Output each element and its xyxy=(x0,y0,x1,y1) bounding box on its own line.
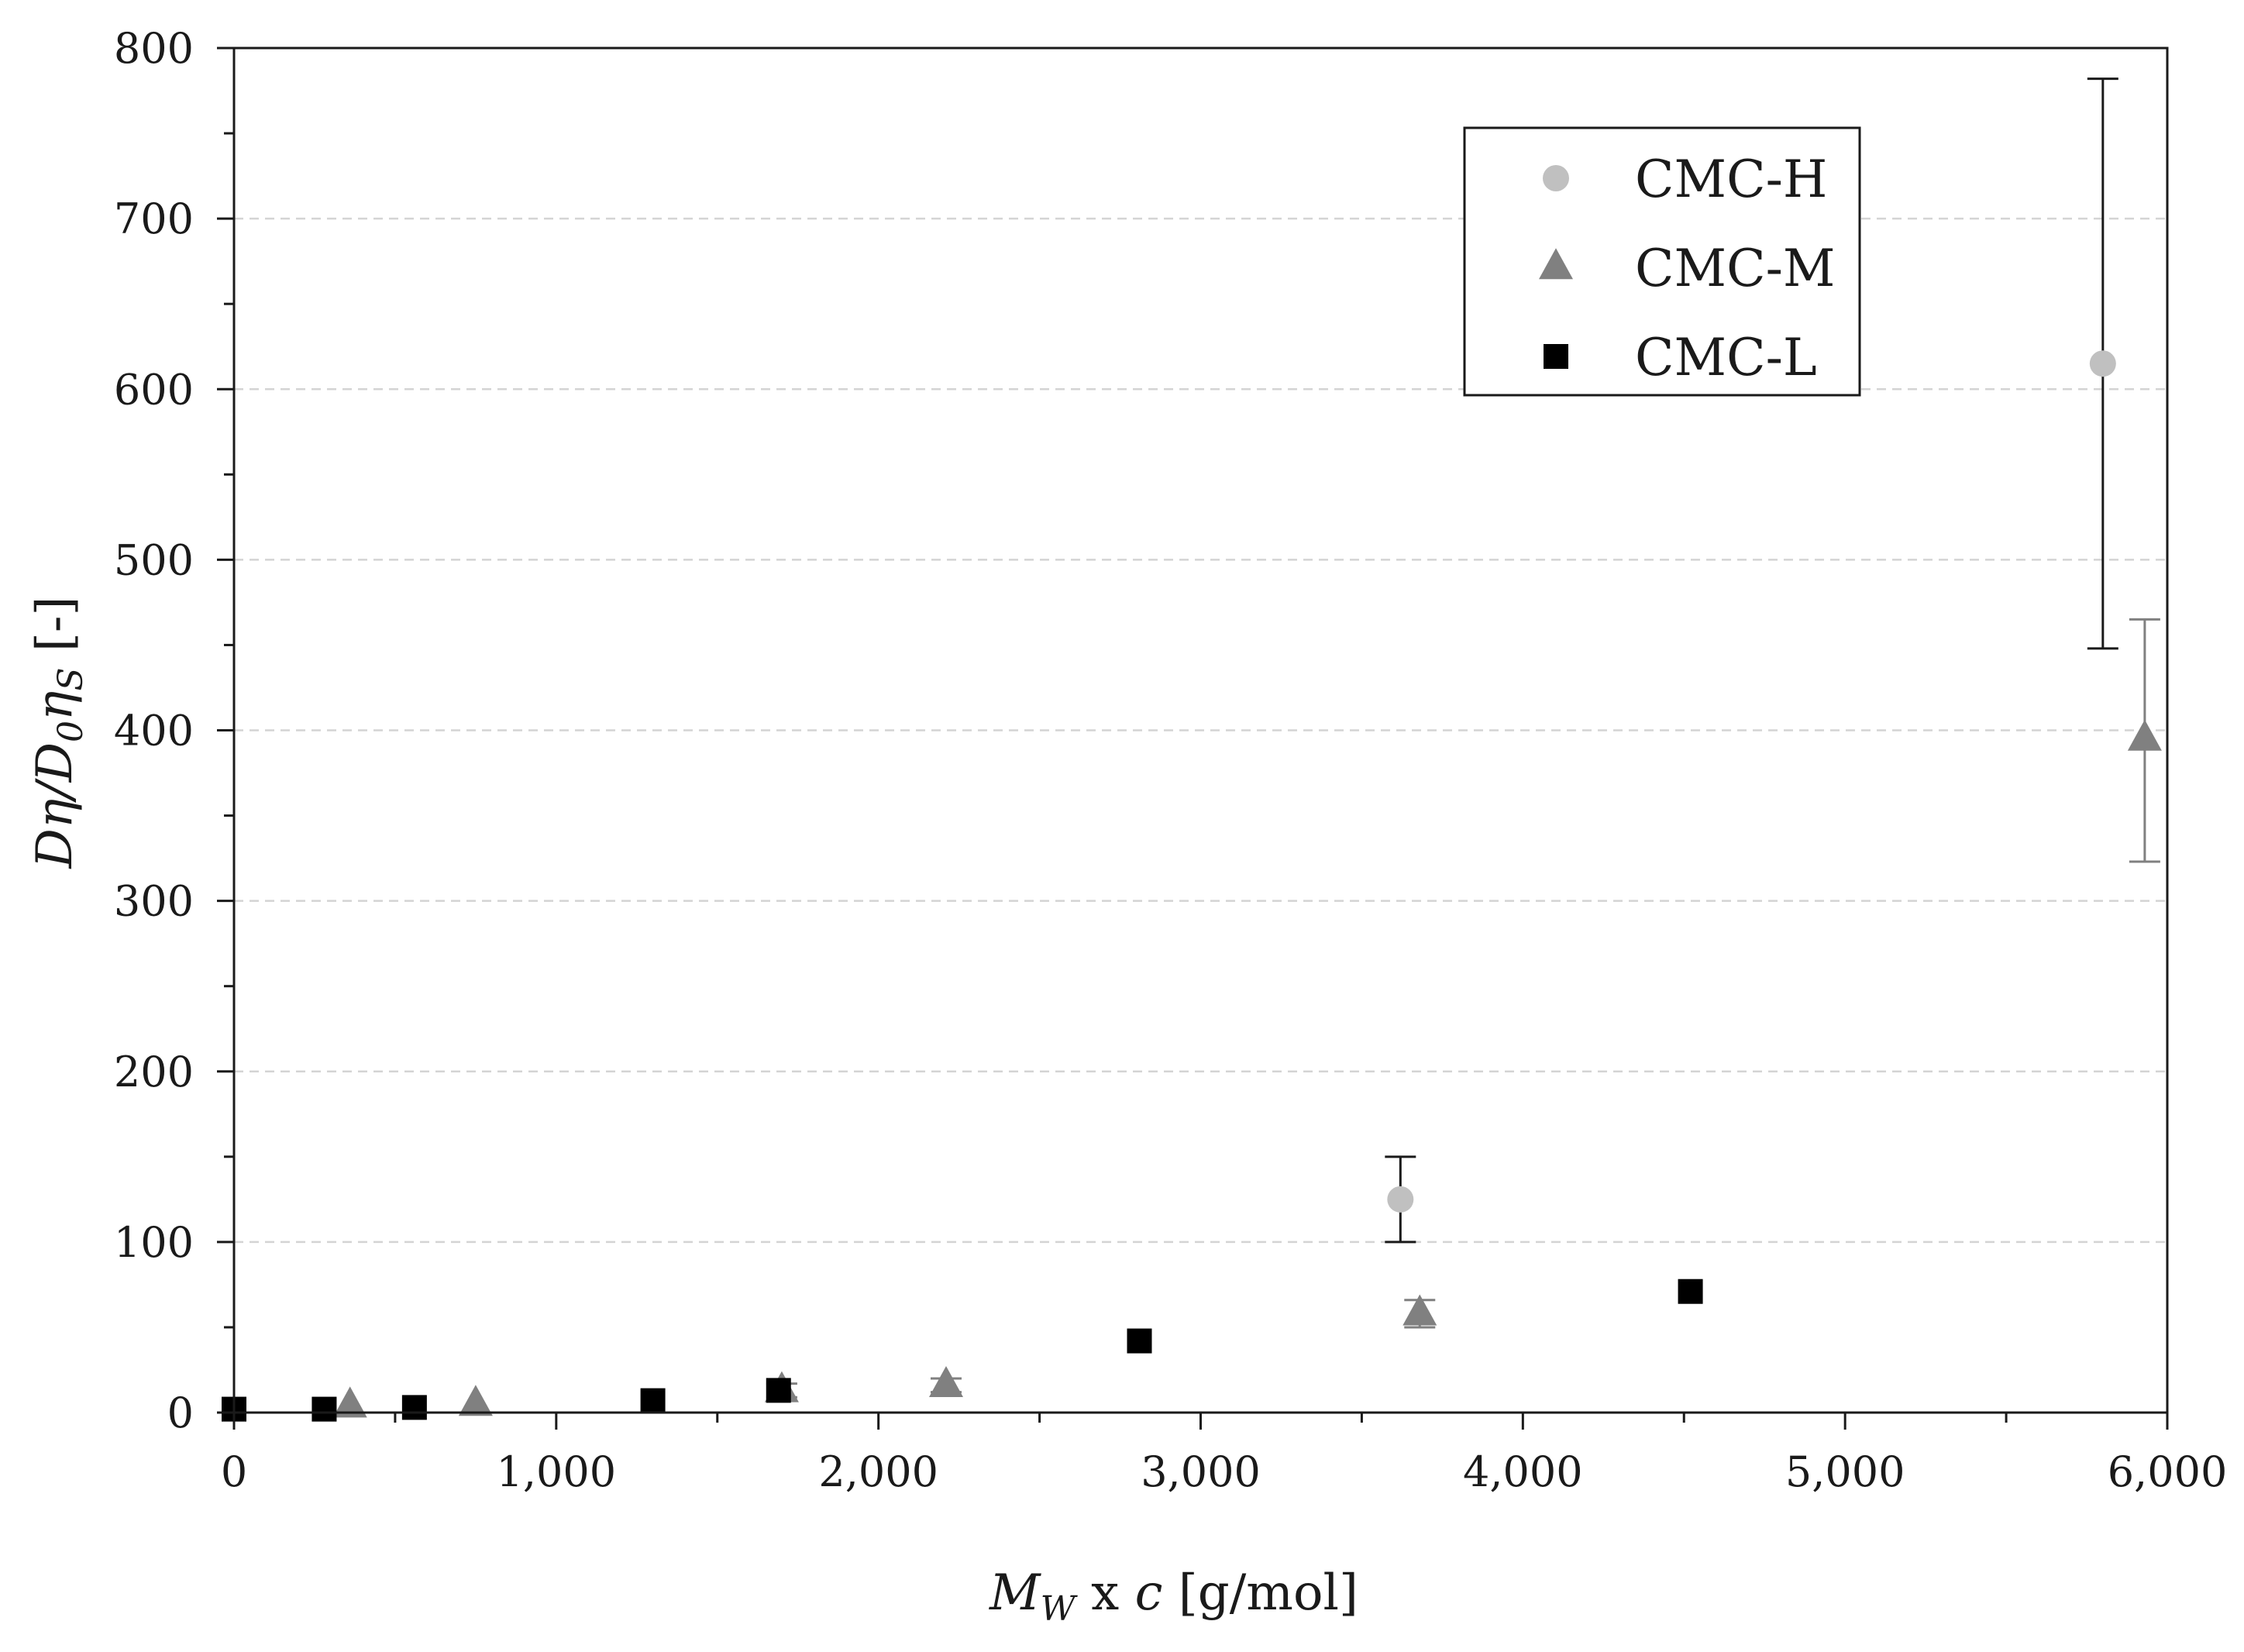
legend-label-cmc-l: CMC-L xyxy=(1635,328,1817,387)
cmc-l-point xyxy=(766,1378,791,1403)
x-tick-label: 0 xyxy=(221,1447,247,1496)
y-tick-label: 600 xyxy=(114,365,194,414)
axes xyxy=(217,46,2169,1430)
x-tick-label: 4,000 xyxy=(1463,1447,1583,1496)
y-tick-label: 0 xyxy=(167,1389,194,1437)
legend-box xyxy=(1463,126,1861,397)
y-tick-label: 500 xyxy=(114,535,194,584)
x-tick-label: 2,000 xyxy=(818,1447,938,1496)
cmc-l-point xyxy=(640,1388,666,1413)
x-tick-label: 5,000 xyxy=(1785,1447,1905,1496)
cmc-m-point xyxy=(1402,1294,1437,1326)
x-tick-label: 3,000 xyxy=(1141,1447,1261,1496)
y-axis-title: Dη/D0ηS [-] xyxy=(26,597,91,869)
cmc-h-point xyxy=(1387,1186,1414,1213)
cmc-m-point xyxy=(2127,719,2162,751)
cmc-l-point xyxy=(1678,1279,1703,1304)
legend-label-cmc-m: CMC-M xyxy=(1635,239,1835,298)
grid-lines xyxy=(234,217,2167,1244)
y-tick-label: 300 xyxy=(114,877,194,926)
cmc-m-point xyxy=(332,1386,367,1418)
cmc-l-point xyxy=(401,1395,427,1420)
x-tick-label: 1,000 xyxy=(497,1447,617,1496)
legend-marker-cmc-l xyxy=(1544,344,1568,369)
cmc-h-point xyxy=(2089,350,2116,377)
data-points xyxy=(222,350,2162,1422)
cmc-m-point xyxy=(458,1385,493,1416)
error-bars xyxy=(766,77,2160,1399)
x-tick-label: 6,000 xyxy=(2108,1447,2228,1496)
cmc-l-point xyxy=(311,1396,337,1422)
legend-label-cmc-h: CMC-H xyxy=(1635,150,1827,209)
x-axis-title: MW x c [g/mol] xyxy=(989,1564,1358,1629)
cmc-l-point xyxy=(1127,1328,1152,1354)
y-tick-label: 100 xyxy=(114,1218,194,1267)
cmc-m-point xyxy=(928,1365,963,1397)
tick-labels: 0 1,000 2,000 3,000 4,000 5,000 6,000 0 100 200 30… xyxy=(114,24,2227,1496)
y-tick-label: 200 xyxy=(114,1048,194,1096)
y-tick-label: 700 xyxy=(114,194,194,243)
legend: CMC-H CMC-M CMC-L xyxy=(1463,126,1861,397)
y-tick-label: 800 xyxy=(114,24,194,73)
y-tick-label: 400 xyxy=(114,707,194,755)
legend-marker-cmc-h xyxy=(1543,165,1569,191)
legend-marker-cmc-m xyxy=(1539,248,1573,280)
